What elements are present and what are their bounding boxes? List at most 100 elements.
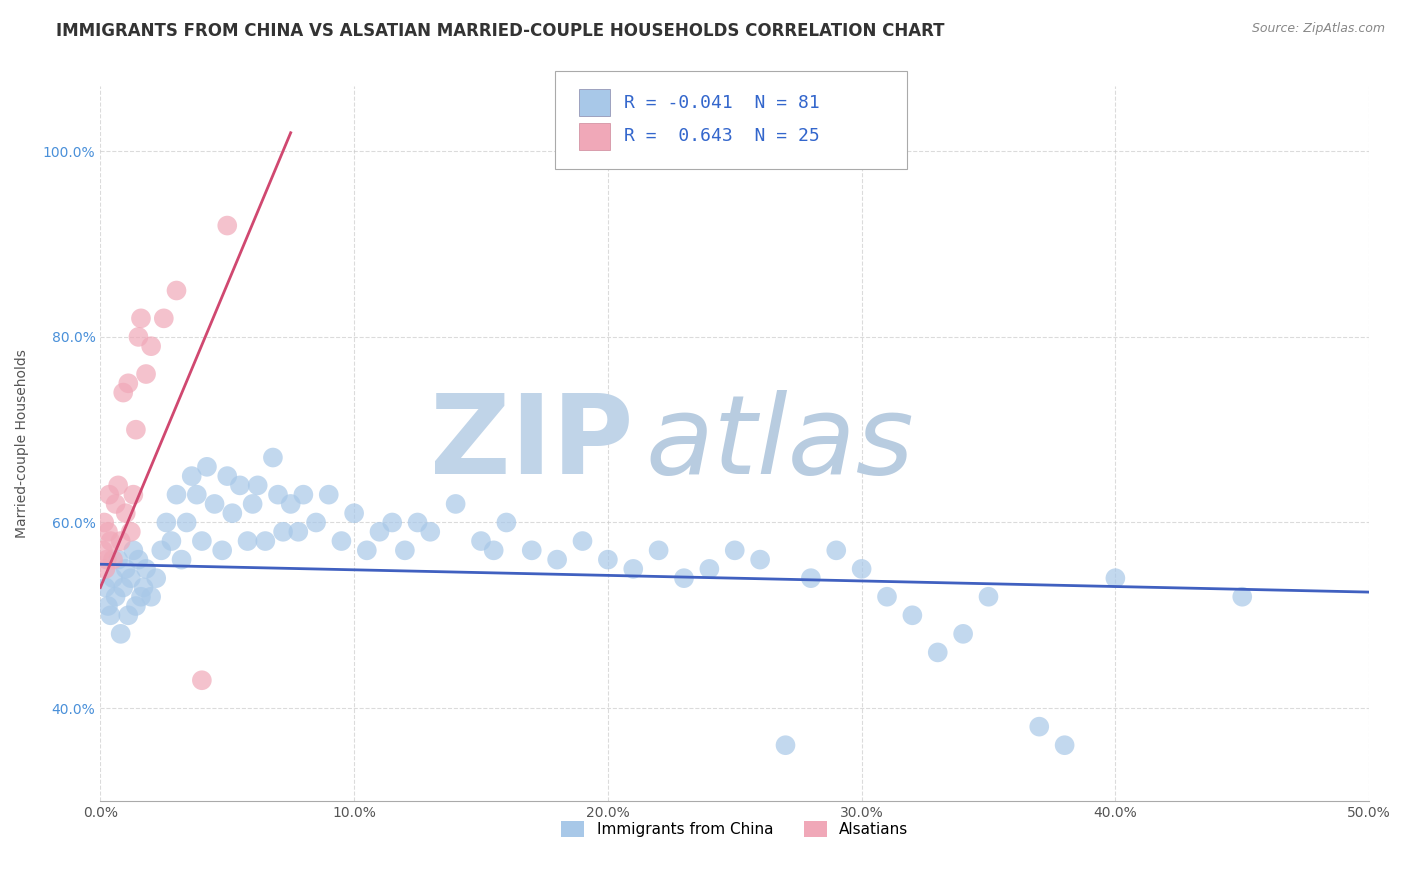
Point <box>267 488 290 502</box>
Point <box>927 645 949 659</box>
Point <box>596 552 619 566</box>
Point <box>125 599 148 613</box>
Point <box>101 571 124 585</box>
Point <box>217 219 239 233</box>
Point <box>153 311 176 326</box>
Point <box>132 581 155 595</box>
Point <box>1104 571 1126 585</box>
Point <box>406 516 429 530</box>
Point <box>749 552 772 566</box>
Point <box>330 534 353 549</box>
Point <box>977 590 1000 604</box>
Point <box>318 488 340 502</box>
Point <box>495 516 517 530</box>
Point <box>176 516 198 530</box>
Point <box>150 543 173 558</box>
Point <box>98 488 121 502</box>
Text: ZIP: ZIP <box>430 390 633 497</box>
Point <box>356 543 378 558</box>
Point <box>170 552 193 566</box>
Point <box>166 284 188 298</box>
Point <box>166 488 188 502</box>
Point <box>876 590 898 604</box>
Point <box>186 488 208 502</box>
Point <box>107 478 129 492</box>
Point <box>242 497 264 511</box>
Point <box>204 497 226 511</box>
Point <box>901 608 924 623</box>
Point <box>96 552 118 566</box>
Point <box>127 552 149 566</box>
Point <box>101 552 124 566</box>
Point <box>107 552 129 566</box>
Point <box>114 562 136 576</box>
Point <box>482 543 505 558</box>
Point <box>93 516 115 530</box>
Text: R = -0.041  N = 81: R = -0.041 N = 81 <box>624 94 820 112</box>
Point <box>135 562 157 576</box>
Point <box>621 562 644 576</box>
Point <box>800 571 823 585</box>
Point <box>122 488 145 502</box>
Point <box>117 608 139 623</box>
Point <box>221 506 243 520</box>
Point <box>104 497 127 511</box>
Point <box>470 534 492 549</box>
Point <box>381 516 404 530</box>
Point <box>110 627 132 641</box>
Point <box>952 627 974 641</box>
Text: atlas: atlas <box>645 390 914 497</box>
Point <box>94 562 117 576</box>
Point <box>100 534 122 549</box>
Point <box>292 488 315 502</box>
Point <box>125 423 148 437</box>
Point <box>120 571 142 585</box>
Point <box>120 524 142 539</box>
Point <box>127 330 149 344</box>
Point <box>1053 738 1076 752</box>
Point <box>91 543 114 558</box>
Point <box>546 552 568 566</box>
Point <box>112 385 135 400</box>
Point <box>139 339 162 353</box>
Point <box>236 534 259 549</box>
Point <box>155 516 177 530</box>
Point <box>139 590 162 604</box>
Point <box>287 524 309 539</box>
Point <box>1028 720 1050 734</box>
Point <box>104 590 127 604</box>
Point <box>211 543 233 558</box>
Point <box>229 478 252 492</box>
Point <box>394 543 416 558</box>
Point <box>117 376 139 391</box>
Point <box>343 506 366 520</box>
Point <box>100 608 122 623</box>
Point <box>112 581 135 595</box>
Point <box>672 571 695 585</box>
Point <box>129 311 152 326</box>
Point <box>775 738 797 752</box>
Point <box>129 590 152 604</box>
Point <box>851 562 873 576</box>
Point <box>145 571 167 585</box>
Point <box>135 367 157 381</box>
Point <box>94 581 117 595</box>
Point <box>191 673 214 688</box>
Point <box>280 497 302 511</box>
Point <box>160 534 183 549</box>
Point <box>520 543 543 558</box>
Point <box>254 534 277 549</box>
Point <box>191 534 214 549</box>
Y-axis label: Married-couple Households: Married-couple Households <box>15 349 30 538</box>
Text: R =  0.643  N = 25: R = 0.643 N = 25 <box>624 128 820 145</box>
Point <box>97 524 120 539</box>
Legend: Immigrants from China, Alsatians: Immigrants from China, Alsatians <box>555 815 914 843</box>
Text: Source: ZipAtlas.com: Source: ZipAtlas.com <box>1251 22 1385 36</box>
Point <box>699 562 721 576</box>
Point <box>122 543 145 558</box>
Point <box>217 469 239 483</box>
Point <box>97 599 120 613</box>
Point <box>647 543 669 558</box>
Point <box>114 506 136 520</box>
Point <box>246 478 269 492</box>
